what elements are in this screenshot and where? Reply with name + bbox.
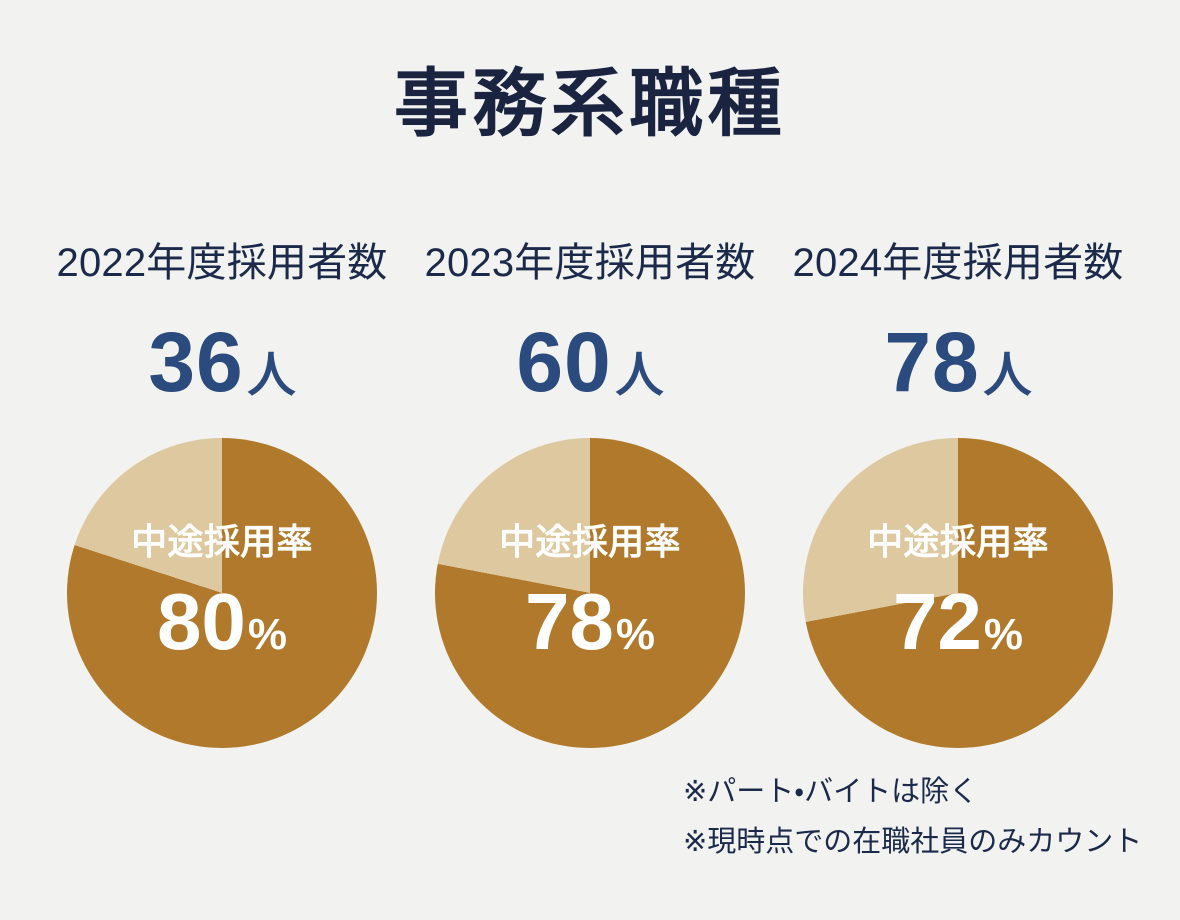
pie-rate-unit: % bbox=[983, 609, 1024, 659]
pie-rate-unit: % bbox=[615, 609, 656, 659]
year-label: 2023年度採用者数 bbox=[424, 240, 756, 285]
hires-count: 60人 bbox=[516, 319, 663, 405]
footnote-line: ※現時点での在職社員のみカウント bbox=[683, 825, 1143, 858]
year-column-2022: 2022年度採用者数 36人 中途採用率 80% bbox=[57, 239, 387, 748]
hires-number: 36 bbox=[148, 314, 244, 409]
charts-row: 2022年度採用者数 36人 中途採用率 80% 2023年度採用者数 60人 … bbox=[0, 239, 1180, 748]
hires-count: 78人 bbox=[884, 319, 1031, 405]
footnotes: ※パート・バイトは除く ※現時点での在職社員のみカウント bbox=[683, 768, 1142, 868]
hires-unit: 人 bbox=[615, 348, 664, 402]
pie-rate-number: 80 bbox=[156, 576, 246, 666]
pie-rate-unit: % bbox=[247, 609, 288, 659]
pie-rate: 72% bbox=[893, 581, 1024, 662]
pie-center-label: 中途採用率 bbox=[867, 520, 1049, 562]
pie-chart: 中途採用率 72% bbox=[803, 437, 1113, 748]
footnote-line: ※パート・バイトは除く bbox=[683, 776, 979, 808]
hires-unit: 人 bbox=[247, 348, 296, 402]
pie-center-label: 中途採用率 bbox=[131, 520, 313, 562]
year-label: 2024年度採用者数 bbox=[792, 240, 1124, 285]
pie-rate-number: 78 bbox=[524, 576, 614, 666]
year-label: 2022年度採用者数 bbox=[56, 240, 388, 285]
hires-number: 60 bbox=[516, 314, 612, 409]
pie-rate: 80% bbox=[157, 581, 288, 662]
pie-center-label: 中途採用率 bbox=[499, 520, 681, 562]
hires-number: 78 bbox=[884, 314, 980, 409]
pie-rate-number: 72 bbox=[892, 576, 982, 666]
hires-unit: 人 bbox=[983, 348, 1032, 402]
pie-rate: 78% bbox=[525, 581, 656, 662]
page-title: 事務系職種 bbox=[393, 62, 787, 145]
year-column-2023: 2023年度採用者数 60人 中途採用率 78% bbox=[425, 239, 755, 748]
pie-chart: 中途採用率 80% bbox=[67, 437, 377, 748]
pie-chart: 中途採用率 78% bbox=[435, 437, 745, 748]
hires-count: 36人 bbox=[148, 319, 295, 405]
year-column-2024: 2024年度採用者数 78人 中途採用率 72% bbox=[793, 239, 1123, 748]
